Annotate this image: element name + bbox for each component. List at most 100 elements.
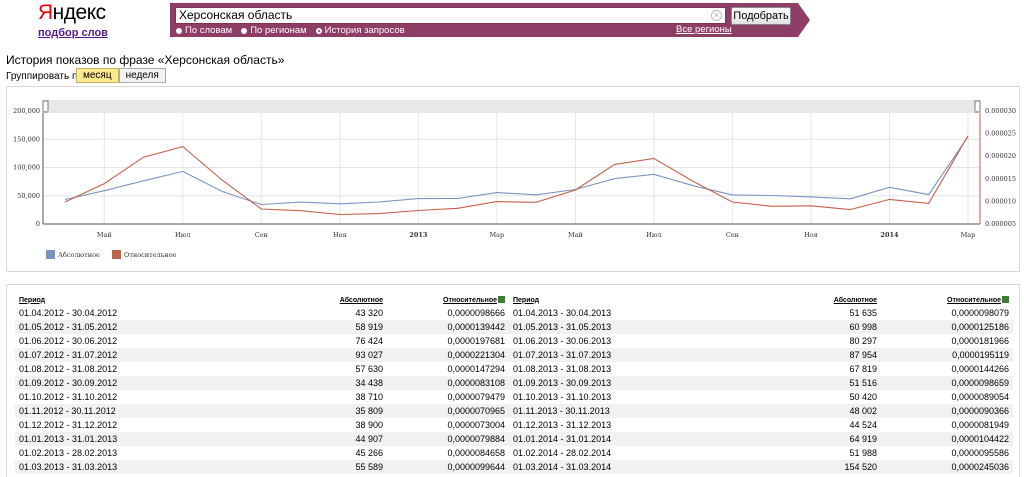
relative-cell: 0,0000139442 [387, 320, 509, 334]
y-right-tick-label: 0.000020 [985, 152, 1016, 160]
period-cell: 01.11.2012 - 30.11.2012 [15, 404, 215, 418]
plot-area [43, 113, 980, 224]
relative-cell: 0,0000195119 [881, 348, 1013, 362]
absolute-cell: 64 919 [709, 432, 881, 446]
mode-history[interactable]: История запросов [315, 25, 405, 36]
search-query: Херсонская область [179, 8, 293, 22]
search-input[interactable]: Херсонская область × [175, 7, 726, 24]
relative-cell: 0,0000079479 [447, 392, 505, 402]
absolute-cell: 45 266 [355, 448, 383, 458]
radio-selected-icon [315, 27, 322, 34]
group-by-label: Группировать по: [6, 71, 86, 82]
x-tick-label: Мар [961, 231, 976, 239]
period-cell: 01.05.2012 - 31.05.2012 [15, 320, 215, 334]
absolute-cell: 57 630 [355, 364, 383, 374]
relative-cell: 0,0000125186 [881, 320, 1013, 334]
radio-icon [176, 27, 182, 34]
table-row: 01.09.2012 - 30.09.2012 34 438 0,000008310… [15, 376, 1013, 390]
y-left-tick-label: 0 [36, 220, 40, 228]
absolute-cell: 87 954 [709, 348, 881, 362]
relative-cell: 0,0000245036 [881, 460, 1013, 474]
period-cell: 01.06.2013 - 30.06.2013 [513, 336, 612, 346]
period-cell: 01.01.2013 - 31.01.2013 [15, 432, 215, 446]
period-cell: 01.10.2012 - 31.10.2012 [19, 392, 118, 402]
legend-swatch [112, 250, 121, 259]
x-tick-label: Ноя [333, 231, 347, 239]
absolute-cell: 44 907 [215, 432, 387, 446]
absolute-cell: 93 027 [215, 348, 387, 362]
excel-export-icon[interactable] [1002, 296, 1009, 303]
x-tick-label: 2013 [409, 231, 428, 239]
period-header[interactable]: Период [513, 296, 540, 304]
table-row: 01.02.2013 - 28.02.2013 45 266 0,000008465… [15, 446, 1013, 460]
legend-label: Абсолютное [58, 251, 100, 259]
legend-label: Относительное [124, 251, 176, 259]
relative-cell: 0,0000090366 [881, 404, 1013, 418]
y-left-tick-label: 200,000 [13, 107, 40, 115]
search-mode-group: По словам По регионам История запросов [176, 25, 405, 36]
relative-header[interactable]: Относительное [387, 294, 509, 306]
period-cell: 01.02.2013 - 28.02.2013 [19, 448, 118, 458]
y-left-tick-label: 100,000 [13, 164, 40, 172]
series-line-absolute [64, 136, 969, 206]
history-table-panel: Период Абсолютное Относительное Период А… [6, 284, 1020, 477]
period-cell: 01.08.2012 - 31.08.2012 [19, 364, 118, 374]
y-left-tick-label: 150,000 [13, 135, 40, 143]
table-row: 01.11.2012 - 30.11.2012 35 809 0,000007096… [15, 404, 1013, 418]
x-tick-label: Май [568, 231, 583, 239]
series-line-relative [64, 135, 969, 216]
relative-cell: 0,0000098666 [447, 308, 505, 318]
all-regions-link[interactable]: Все регионы [676, 24, 732, 35]
period-cell: 01.05.2013 - 31.05.2013 [509, 320, 709, 334]
group-month-button[interactable]: месяц [76, 68, 119, 83]
x-tick-label: Сен [726, 231, 739, 239]
period-cell: 01.02.2014 - 28.02.2014 [513, 448, 612, 458]
history-chart: 200,000 150,000 100,000 50,000 0 0.000030 0.00… [6, 86, 1020, 272]
period-header[interactable]: Период [19, 296, 46, 304]
period-cell: 01.09.2013 - 30.09.2013 [509, 376, 709, 390]
history-table: Период Абсолютное Относительное Период А… [15, 294, 1013, 474]
relative-cell: 0,0000084658 [447, 448, 505, 458]
relative-cell: 0,0000099644 [387, 460, 509, 474]
absolute-header[interactable]: Абсолютное [833, 296, 877, 304]
absolute-cell: 55 589 [215, 460, 387, 474]
absolute-cell: 67 819 [849, 364, 877, 374]
mode-by-words[interactable]: По словам [176, 25, 232, 36]
x-tick-label: Май [97, 231, 112, 239]
group-week-button[interactable]: неделя [118, 68, 166, 83]
yandex-logo[interactable]: Яндекс подбор слов [38, 2, 108, 39]
period-cell: 01.07.2012 - 31.07.2012 [15, 348, 215, 362]
relative-header[interactable]: Относительное [881, 294, 1013, 306]
legend-swatch [46, 250, 55, 259]
x-tick-label: Сен [255, 231, 268, 239]
history-chart-svg: 200,000 150,000 100,000 50,000 0 0.000030 0.00… [13, 100, 1016, 259]
mode-by-regions[interactable]: По регионам [241, 25, 307, 36]
table-row: 01.12.2012 - 31.12.2012 38 900 0,000007300… [15, 418, 1013, 432]
relative-cell: 0,0000089054 [951, 392, 1009, 402]
excel-export-icon[interactable] [498, 296, 505, 303]
absolute-cell: 58 919 [215, 320, 387, 334]
search-button[interactable]: Подобрать [731, 7, 791, 25]
relative-cell: 0,0000073004 [447, 420, 505, 430]
range-handle-right [974, 100, 981, 113]
table-row: 01.10.2012 - 31.10.2012 38 710 0,000007947… [15, 390, 1013, 404]
absolute-cell: 50 420 [849, 392, 877, 402]
clear-icon[interactable]: × [711, 10, 722, 21]
period-cell: 01.03.2013 - 31.03.2013 [15, 460, 215, 474]
relative-cell: 0,0000098659 [881, 376, 1013, 390]
range-handle-left [42, 100, 49, 113]
relative-cell: 0,0000104422 [881, 432, 1013, 446]
y-right-tick-label: 0.000030 [985, 107, 1016, 115]
period-cell: 01.11.2013 - 30.11.2013 [509, 404, 709, 418]
absolute-header[interactable]: Абсолютное [339, 296, 383, 304]
relative-cell: 0,0000079884 [387, 432, 509, 446]
search-bar: Херсонская область × Подобрать По словам… [170, 3, 810, 37]
absolute-cell: 51 516 [709, 376, 881, 390]
table-row: 01.06.2012 - 30.06.2012 76 424 0,000019768… [15, 334, 1013, 348]
y-left-tick-label: 50,000 [17, 192, 40, 200]
period-cell: 01.10.2013 - 31.10.2013 [513, 392, 612, 402]
relative-cell: 0,0000181966 [951, 336, 1009, 346]
group-by-toggle: месяц неделя [76, 68, 166, 83]
period-cell: 01.06.2012 - 30.06.2012 [19, 336, 118, 346]
wordstat-link[interactable]: подбор слов [38, 27, 108, 39]
